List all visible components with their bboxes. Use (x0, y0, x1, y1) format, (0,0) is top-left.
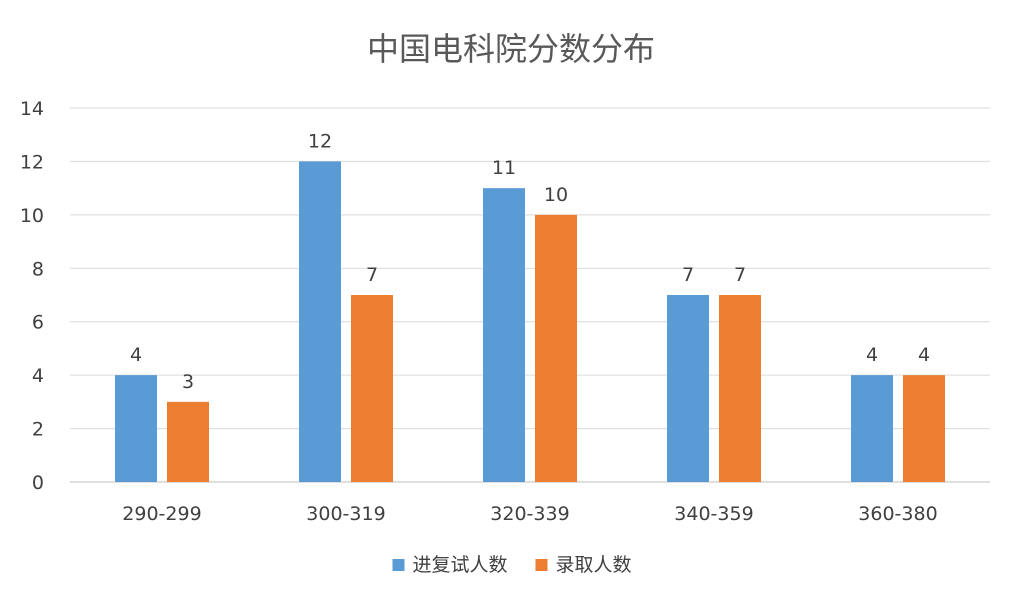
data-label-290-299-series-0: 4 (130, 344, 142, 366)
data-label-320-339-series-1: 10 (544, 184, 568, 206)
bar-340-359-series-1 (719, 295, 761, 482)
x-tick-label: 340-359 (674, 503, 753, 525)
legend-swatch-series-1 (535, 559, 548, 571)
legend-label-series-0: 进复试人数 (413, 554, 508, 576)
data-label-320-339-series-0: 11 (492, 157, 516, 179)
data-label-300-319-series-1: 7 (366, 264, 378, 286)
y-tick-label: 4 (32, 365, 44, 387)
y-tick-label: 6 (32, 312, 44, 334)
x-tick-label: 300-319 (306, 503, 385, 525)
y-tick-label: 14 (20, 98, 44, 120)
bars (115, 161, 945, 482)
bar-290-299-series-1 (167, 401, 209, 482)
data-label-340-359-series-0: 7 (682, 264, 694, 286)
data-label-360-380-series-0: 4 (866, 344, 878, 366)
bar-360-380-series-1 (903, 375, 945, 482)
bar-290-299-series-0 (115, 375, 157, 482)
y-tick-label: 0 (32, 472, 44, 494)
y-tick-label: 12 (20, 151, 44, 173)
x-tick-label: 360-380 (858, 503, 937, 525)
bar-320-339-series-1 (535, 214, 577, 482)
data-label-340-359-series-1: 7 (734, 264, 746, 286)
gridlines (70, 107, 990, 430)
chart-title: 中国电科院分数分布 (367, 30, 655, 68)
bar-340-359-series-0 (667, 295, 709, 482)
data-label-290-299-series-1: 3 (182, 371, 194, 393)
bar-300-319-series-0 (299, 161, 341, 482)
bar-300-319-series-1 (351, 295, 393, 482)
legend-label-series-1: 录取人数 (556, 554, 632, 576)
legend-swatch-series-0 (392, 559, 405, 571)
legend: 进复试人数 录取人数 (392, 554, 632, 576)
data-labels: 4 3 12 7 11 10 7 7 4 4 (130, 130, 930, 392)
y-tick-label: 2 (32, 419, 44, 441)
y-tick-label: 8 (32, 258, 44, 280)
bar-360-380-series-0 (851, 375, 893, 482)
bar-320-339-series-0 (483, 188, 525, 482)
x-axis: 290-299 300-319 320-339 340-359 360-380 (70, 481, 990, 525)
x-tick-label: 320-339 (490, 503, 569, 525)
data-label-300-319-series-0: 12 (308, 130, 332, 152)
y-axis: 0 2 4 6 8 10 12 14 (20, 98, 44, 494)
data-label-360-380-series-1: 4 (918, 344, 930, 366)
y-tick-label: 10 (20, 205, 44, 227)
x-tick-label: 290-299 (122, 503, 201, 525)
